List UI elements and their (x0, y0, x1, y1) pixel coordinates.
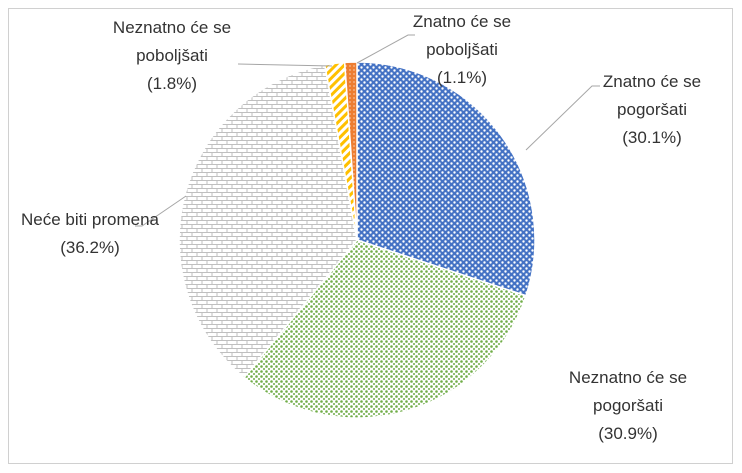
label-value: (30.1%) (622, 128, 682, 147)
label-name: Neznatno će se poboljšati (112, 18, 232, 65)
label-name: Znatno će se poboljšati (412, 12, 512, 59)
pie-slice (178, 64, 358, 379)
label-name: Neznatno će se pogoršati (568, 368, 688, 415)
slice-label: Znatno će se pogoršati (30.1%) (577, 68, 727, 152)
pie-slice (356, 61, 536, 297)
label-name: Neće biti promena (21, 210, 159, 229)
label-value: (36.2%) (60, 238, 120, 257)
label-value: (30.9%) (598, 424, 658, 443)
label-value: (1.8%) (146, 74, 198, 93)
slice-label: Neznatno će se pogoršati (30.9%) (553, 364, 703, 448)
slices (178, 61, 536, 419)
slice-label: Neće biti promena (36.2%) (15, 206, 165, 262)
pie-slice (343, 61, 358, 241)
slice-label: Neznatno će se poboljšati (1.8%) (97, 14, 247, 98)
label-name: Znatno će se pogoršati (602, 72, 702, 119)
pie-slice (243, 239, 527, 419)
leader-lines (135, 34, 600, 227)
label-value: (1.1%) (436, 68, 488, 87)
slice-label: Znatno će se poboljšati (1.1%) (387, 8, 537, 92)
